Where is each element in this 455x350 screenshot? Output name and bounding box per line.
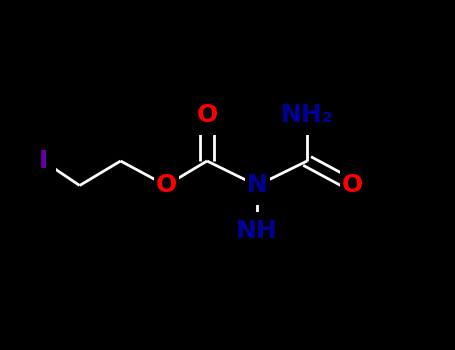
Text: NH₂: NH₂ bbox=[281, 104, 334, 127]
Text: O: O bbox=[197, 104, 217, 127]
Text: I: I bbox=[39, 149, 48, 173]
Text: O: O bbox=[156, 174, 177, 197]
Text: NH: NH bbox=[236, 219, 278, 243]
Text: N: N bbox=[247, 174, 268, 197]
FancyBboxPatch shape bbox=[286, 96, 329, 135]
FancyBboxPatch shape bbox=[340, 166, 365, 205]
FancyBboxPatch shape bbox=[153, 166, 178, 205]
Text: O: O bbox=[342, 174, 363, 197]
FancyBboxPatch shape bbox=[31, 142, 56, 180]
FancyBboxPatch shape bbox=[238, 212, 276, 250]
FancyBboxPatch shape bbox=[245, 166, 269, 205]
FancyBboxPatch shape bbox=[195, 96, 219, 135]
